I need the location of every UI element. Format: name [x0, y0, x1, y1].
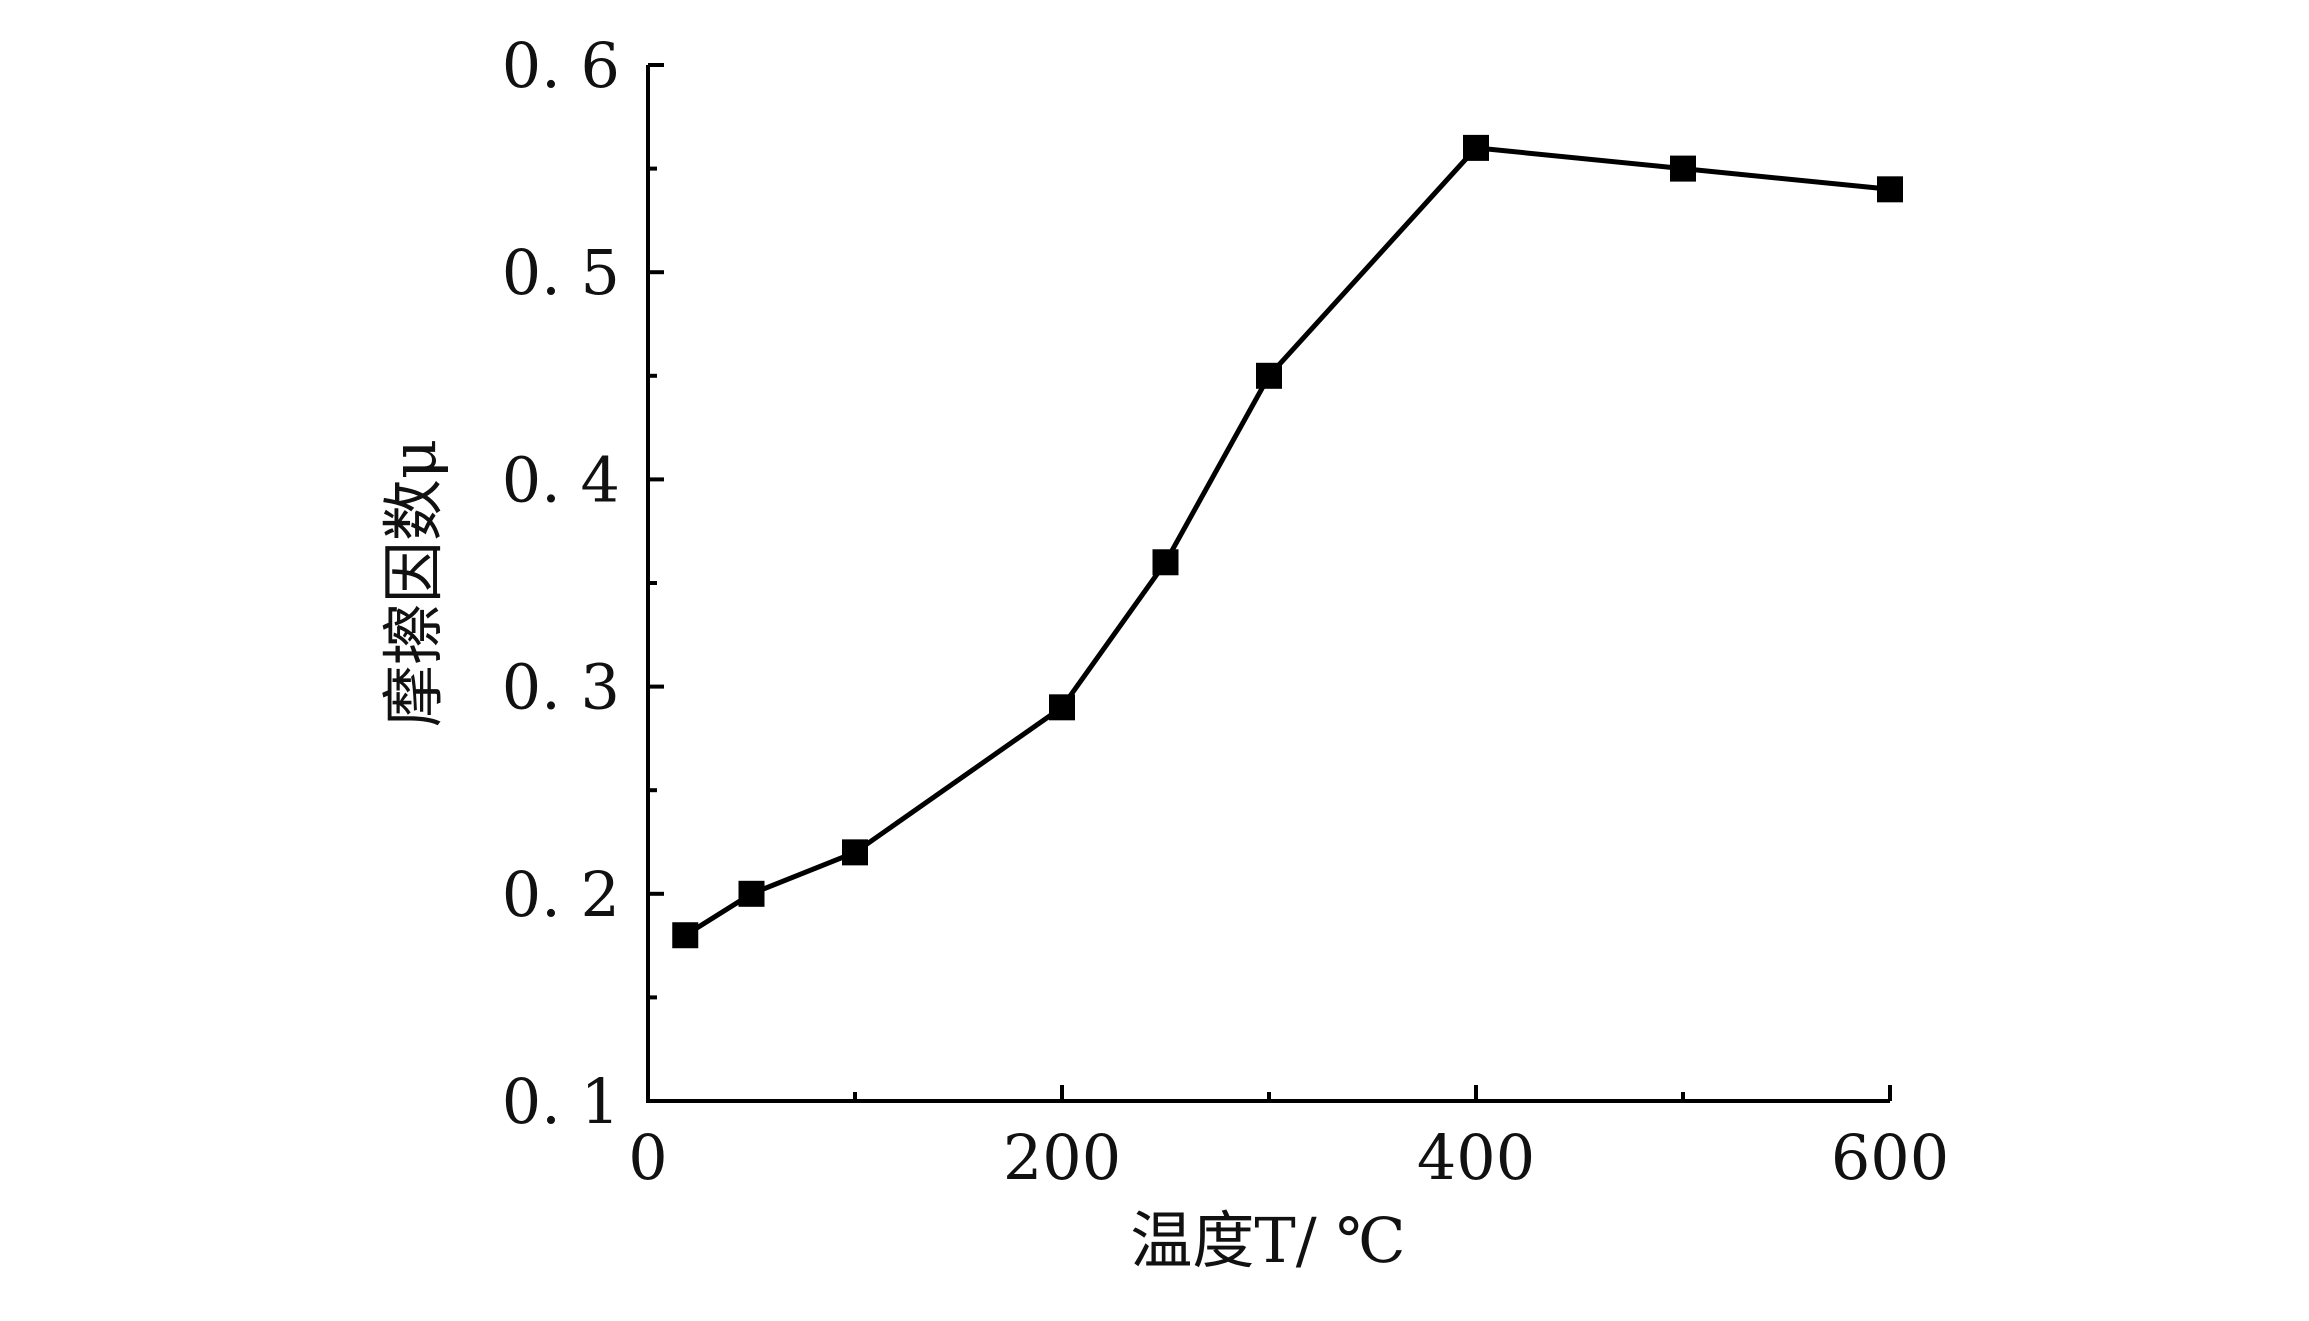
- data-markers: [672, 134, 1903, 949]
- data-point-marker: [1152, 549, 1179, 576]
- data-point-marker: [738, 880, 765, 907]
- y-tick-label: 0. 5: [502, 236, 620, 309]
- data-point-marker: [672, 922, 699, 949]
- y-tick-label: 0. 1: [502, 1065, 620, 1138]
- data-point-marker: [1256, 362, 1282, 389]
- y-tick-label: 0. 4: [502, 443, 620, 516]
- y-tick-label: 0. 2: [502, 858, 620, 931]
- data-point-marker: [1049, 694, 1075, 721]
- series-line: [683, 145, 1891, 938]
- data-point-marker: [1463, 134, 1489, 161]
- y-axis-title: 摩擦因数μ: [377, 439, 450, 727]
- x-axis-ticks: 0 200 400 600: [628, 1085, 1949, 1194]
- y-tick-label: 0. 3: [502, 651, 620, 724]
- y-axis-ticks: 0. 1 0. 2 0. 3 0. 4 0. 5 0. 6: [502, 29, 664, 1138]
- x-tick-label: 400: [1417, 1121, 1535, 1194]
- x-axis-title: 温度T/ ℃: [1130, 1204, 1405, 1277]
- axes-frame: [646, 65, 1890, 1103]
- data-point-marker: [1670, 155, 1696, 182]
- data-point-marker: [842, 839, 868, 866]
- data-point-marker: [1877, 176, 1903, 203]
- x-tick-label: 0: [628, 1121, 667, 1194]
- x-tick-label: 600: [1831, 1121, 1949, 1194]
- y-tick-label: 0. 6: [502, 29, 620, 102]
- x-tick-label: 200: [1003, 1121, 1121, 1194]
